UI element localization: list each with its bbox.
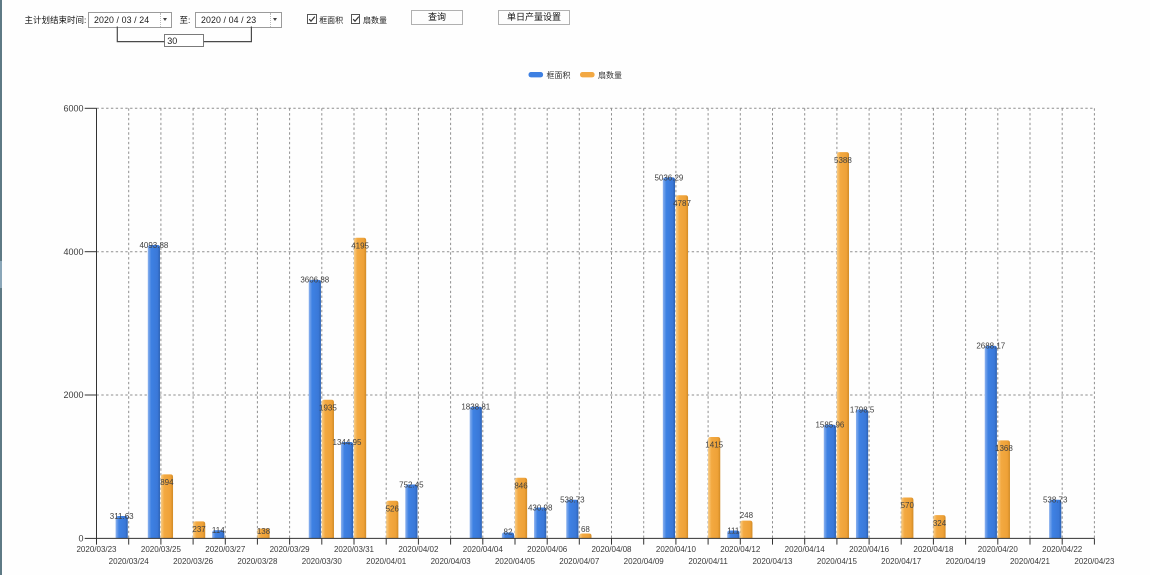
svg-text:2020/04/13: 2020/04/13 <box>752 557 793 566</box>
svg-text:2020/04/23: 2020/04/23 <box>1074 557 1115 566</box>
svg-text:2020/04/01: 2020/04/01 <box>366 557 407 566</box>
svg-text:2020/03/29: 2020/03/29 <box>270 545 311 554</box>
svg-text:4787: 4787 <box>673 199 691 208</box>
svg-text:2020/03/26: 2020/03/26 <box>173 557 214 566</box>
svg-text:5036.29: 5036.29 <box>654 173 683 182</box>
svg-text:2020/03/24: 2020/03/24 <box>109 557 150 566</box>
svg-text:846: 846 <box>514 482 528 491</box>
svg-text:570: 570 <box>901 501 915 510</box>
svg-text:2020/04/14: 2020/04/14 <box>785 545 826 554</box>
svg-text:6000: 6000 <box>63 104 83 114</box>
svg-text:2020/04/19: 2020/04/19 <box>946 557 987 566</box>
svg-text:138: 138 <box>257 527 271 536</box>
svg-text:2000: 2000 <box>63 390 83 400</box>
svg-text:2020/03/25: 2020/03/25 <box>141 545 182 554</box>
svg-text:248: 248 <box>740 511 754 520</box>
svg-text:1368: 1368 <box>995 444 1013 453</box>
svg-text:2020/04/18: 2020/04/18 <box>913 545 954 554</box>
svg-text:2020/04/17: 2020/04/17 <box>881 557 922 566</box>
svg-text:2020/03/27: 2020/03/27 <box>205 545 246 554</box>
svg-text:2020/04/21: 2020/04/21 <box>1010 557 1051 566</box>
svg-text:框面积: 框面积 <box>547 70 571 80</box>
svg-text:894: 894 <box>160 478 174 487</box>
svg-text:2020/04/11: 2020/04/11 <box>688 557 728 566</box>
svg-text:4195: 4195 <box>351 241 369 250</box>
svg-text:311.63: 311.63 <box>110 512 134 521</box>
svg-text:2020/04/03: 2020/04/03 <box>431 557 472 566</box>
svg-text:2020/04/06: 2020/04/06 <box>527 545 568 554</box>
svg-text:2020/04/10: 2020/04/10 <box>656 545 697 554</box>
svg-text:2020/04/16: 2020/04/16 <box>849 545 890 554</box>
svg-text:2020/04/08: 2020/04/08 <box>591 545 632 554</box>
svg-text:0: 0 <box>78 534 83 544</box>
svg-text:5388: 5388 <box>834 156 852 165</box>
svg-text:2020/04/12: 2020/04/12 <box>720 545 761 554</box>
svg-text:111: 111 <box>727 526 740 535</box>
svg-text:1585.96: 1585.96 <box>815 421 844 430</box>
svg-text:1838.81: 1838.81 <box>461 403 490 412</box>
svg-text:2020/04/04: 2020/04/04 <box>463 545 504 554</box>
svg-text:4000: 4000 <box>63 247 83 257</box>
svg-text:82: 82 <box>504 527 513 536</box>
svg-text:2020/04/15: 2020/04/15 <box>817 557 858 566</box>
svg-text:68: 68 <box>581 525 590 534</box>
svg-text:2020/04/09: 2020/04/09 <box>624 557 665 566</box>
svg-text:4093.88: 4093.88 <box>139 241 168 250</box>
svg-text:237: 237 <box>192 525 206 534</box>
svg-text:430.98: 430.98 <box>528 503 553 512</box>
svg-text:2688.17: 2688.17 <box>976 342 1005 351</box>
svg-text:2020/04/22: 2020/04/22 <box>1042 545 1083 554</box>
svg-text:538.73: 538.73 <box>560 496 585 505</box>
svg-text:3606.88: 3606.88 <box>300 276 329 285</box>
svg-text:2020/03/23: 2020/03/23 <box>76 545 117 554</box>
svg-text:2020/03/31: 2020/03/31 <box>334 545 375 554</box>
svg-text:1935: 1935 <box>319 403 337 412</box>
svg-text:扇数量: 扇数量 <box>598 70 622 80</box>
svg-text:526: 526 <box>386 504 400 513</box>
svg-text:324: 324 <box>933 519 947 528</box>
svg-text:2020/04/20: 2020/04/20 <box>978 545 1019 554</box>
svg-text:538.73: 538.73 <box>1043 496 1068 505</box>
svg-text:2020/04/05: 2020/04/05 <box>495 557 536 566</box>
svg-text:1344.95: 1344.95 <box>333 438 362 447</box>
svg-text:2020/03/28: 2020/03/28 <box>237 557 278 566</box>
svg-text:114: 114 <box>212 526 225 535</box>
svg-text:2020/04/02: 2020/04/02 <box>398 545 439 554</box>
svg-text:2020/03/30: 2020/03/30 <box>302 557 343 566</box>
svg-text:1415: 1415 <box>705 441 723 450</box>
svg-text:1798.5: 1798.5 <box>850 405 875 414</box>
svg-text:752.45: 752.45 <box>399 480 424 489</box>
svg-text:2020/04/07: 2020/04/07 <box>559 557 600 566</box>
